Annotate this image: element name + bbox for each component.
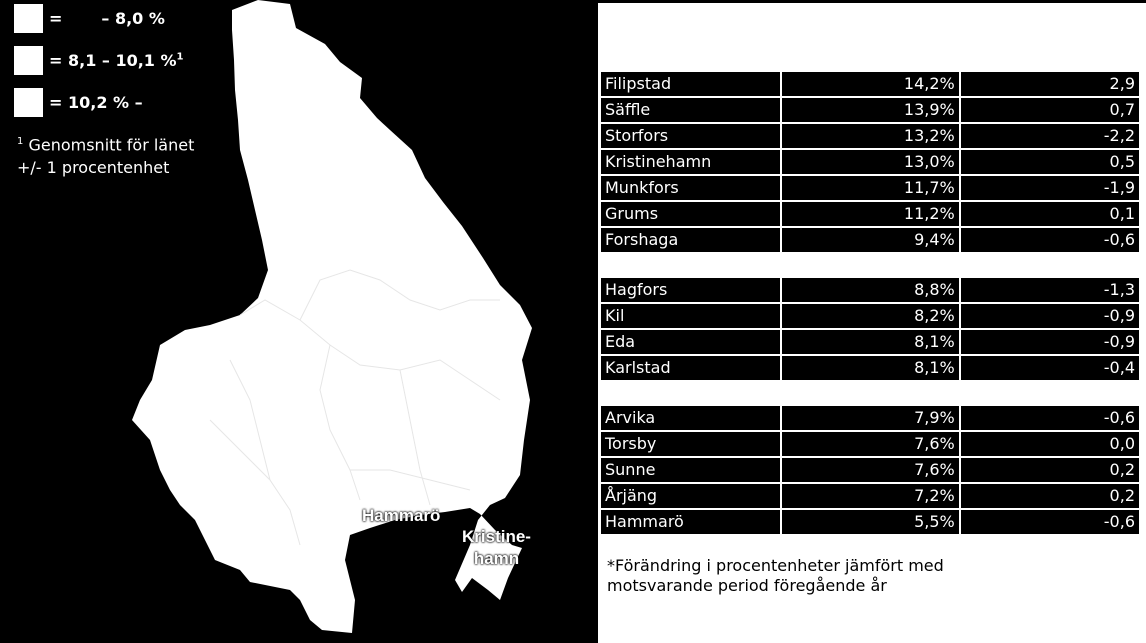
legend-swatch-high [14, 88, 43, 117]
table-header-area [598, 3, 1146, 70]
legend-label-low: = – 8,0 % [49, 9, 165, 28]
legend-footnote-sup: 1 [17, 136, 24, 147]
county-map [132, 0, 532, 633]
table-row: Munkfors 11,7% -1,9 [598, 174, 1142, 202]
percentage-cell: 13,0% [780, 148, 961, 176]
percentage-cell: 7,6% [780, 430, 961, 458]
table-row: Säffle 13,9% 0,7 [598, 96, 1142, 124]
change-cell: 0,2 [958, 456, 1142, 484]
percentage-cell: 13,2% [780, 122, 961, 150]
group-separator [600, 253, 1140, 277]
change-cell: -0,6 [958, 508, 1142, 536]
municipality-name-cell: Grums [598, 200, 783, 228]
legend-swatch-mid [14, 46, 43, 75]
table-row: Kil 8,2% -0,9 [598, 302, 1142, 330]
municipality-name-cell: Sunne [598, 456, 783, 484]
legend-label-mid: = 8,1 – 10,1 %1 [49, 51, 184, 70]
table-note: *Förändring i procentenheter jämfört med… [607, 556, 944, 596]
table-row: Arvika 7,9% -0,6 [598, 404, 1142, 432]
change-cell: 2,9 [958, 70, 1142, 98]
legend-item-high: = 10,2 % – [14, 88, 143, 117]
legend-label-mid-sup: 1 [176, 51, 184, 63]
municipality-name-cell: Säffle [598, 96, 783, 124]
table-row: Torsby 7,6% 0,0 [598, 430, 1142, 458]
legend-footnote-text1: Genomsnitt för länet [23, 135, 195, 155]
table-row: Karlstad 8,1% -0,4 [598, 354, 1142, 382]
change-cell: 0,2 [958, 482, 1142, 510]
percentage-cell: 8,8% [780, 276, 961, 304]
table-row: Hagfors 8,8% -1,3 [598, 276, 1142, 304]
municipality-name-cell: Karlstad [598, 354, 783, 382]
table-row: Storfors 13,2% -2,2 [598, 122, 1142, 150]
municipality-name-cell: Torsby [598, 430, 783, 458]
legend-item-low: = – 8,0 % [14, 4, 165, 33]
statistics-panel: Filipstad 14,2% 2,9 Säffle 13,9% 0,7 Storfors 1… [598, 3, 1146, 643]
change-cell: -0,6 [958, 404, 1142, 432]
percentage-cell: 8,2% [780, 302, 961, 330]
change-cell: -2,2 [958, 122, 1142, 150]
percentage-cell: 5,5% [780, 508, 961, 536]
percentage-cell: 8,1% [780, 354, 961, 382]
municipality-name-cell: Munkfors [598, 174, 783, 202]
change-cell: -0,9 [958, 328, 1142, 356]
legend-swatch-low [14, 4, 43, 33]
municipality-name-cell: Hagfors [598, 276, 783, 304]
legend-footnote-line2: +/- 1 procentenhet [17, 158, 170, 178]
table-row: Forshaga 9,4% -0,6 [598, 226, 1142, 254]
table-row: Årjäng 7,2% 0,2 [598, 482, 1142, 510]
table-row: Grums 11,2% 0,1 [598, 200, 1142, 228]
table-row: Filipstad 14,2% 2,9 [598, 70, 1142, 98]
change-cell: 0,0 [958, 430, 1142, 458]
table-row: Hammarö 5,5% -0,6 [598, 508, 1142, 536]
percentage-cell: 8,1% [780, 328, 961, 356]
map-label-kristinehamn: Kristine- hamn [462, 526, 531, 570]
legend-label-high: = 10,2 % – [49, 93, 143, 112]
change-cell: -1,9 [958, 174, 1142, 202]
municipality-table-body: Filipstad 14,2% 2,9 Säffle 13,9% 0,7 Storfors 1… [598, 70, 1142, 536]
map-label-kristinehamn-line1: Kristine- [462, 527, 531, 546]
legend-label-mid-text: = 8,1 – 10,1 % [49, 51, 177, 70]
table-row: Eda 8,1% -0,9 [598, 328, 1142, 356]
legend-footnote: 1 Genomsnitt för länet +/- 1 procentenhe… [17, 130, 194, 179]
table-row: Sunne 7,6% 0,2 [598, 456, 1142, 484]
group-separator [600, 381, 1140, 405]
map-label-kristinehamn-line2: hamn [473, 549, 520, 568]
municipality-name-cell: Eda [598, 328, 783, 356]
percentage-cell: 11,7% [780, 174, 961, 202]
municipality-name-cell: Årjäng [598, 482, 783, 510]
percentage-cell: 9,4% [780, 226, 961, 254]
percentage-cell: 14,2% [780, 70, 961, 98]
legend-item-mid: = 8,1 – 10,1 %1 [14, 46, 184, 75]
group-separator-cell [600, 381, 1140, 405]
change-cell: -0,6 [958, 226, 1142, 254]
table-note-line2: motsvarande period föregående år [607, 576, 887, 595]
municipality-borders [209, 269, 501, 546]
municipality-name-cell: Forshaga [598, 226, 783, 254]
table-note-line1: *Förändring i procentenheter jämfört med [607, 556, 944, 575]
municipality-table: Filipstad 14,2% 2,9 Säffle 13,9% 0,7 Storfors 1… [598, 70, 1142, 536]
map-label-hammaro: Hammarö [362, 506, 441, 525]
municipality-name-cell: Hammarö [598, 508, 783, 536]
percentage-cell: 7,9% [780, 404, 961, 432]
change-cell: 0,1 [958, 200, 1142, 228]
legend-footnote-line1: 1 Genomsnitt för länet [17, 130, 194, 156]
county-map-shape [132, 0, 532, 633]
municipality-name-cell: Filipstad [598, 70, 783, 98]
change-cell: -0,4 [958, 354, 1142, 382]
percentage-cell: 7,2% [780, 482, 961, 510]
percentage-cell: 7,6% [780, 456, 961, 484]
change-cell: 0,5 [958, 148, 1142, 176]
municipality-name-cell: Storfors [598, 122, 783, 150]
percentage-cell: 13,9% [780, 96, 961, 124]
percentage-cell: 11,2% [780, 200, 961, 228]
group-separator-cell [600, 253, 1140, 277]
municipality-name-cell: Arvika [598, 404, 783, 432]
change-cell: -0,9 [958, 302, 1142, 330]
municipality-name-cell: Kil [598, 302, 783, 330]
municipality-name-cell: Kristinehamn [598, 148, 783, 176]
change-cell: 0,7 [958, 96, 1142, 124]
change-cell: -1,3 [958, 276, 1142, 304]
table-row: Kristinehamn 13,0% 0,5 [598, 148, 1142, 176]
